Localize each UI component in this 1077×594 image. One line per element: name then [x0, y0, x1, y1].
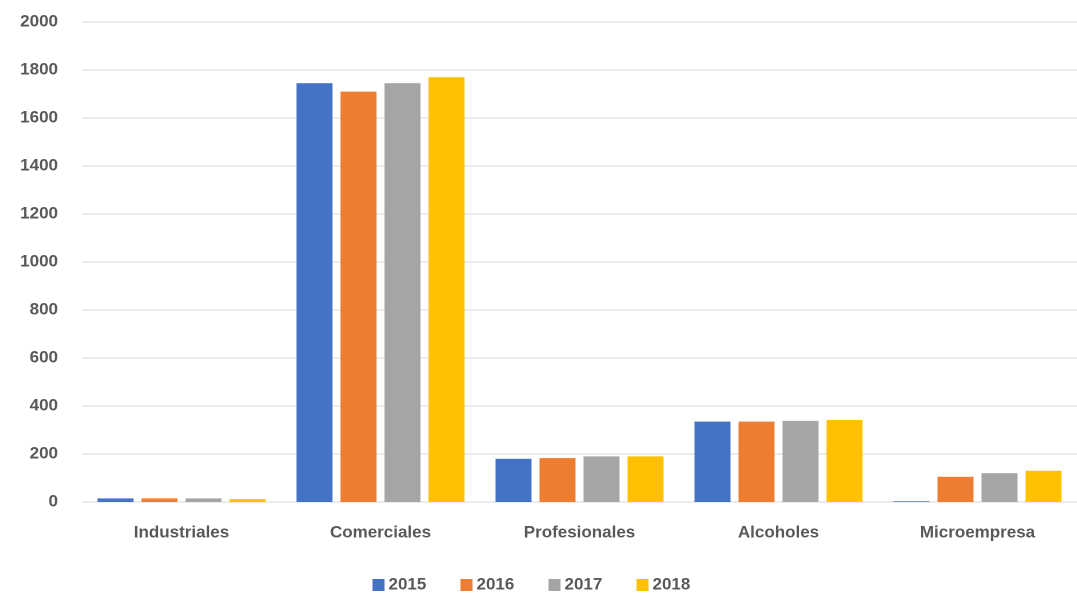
bar: [384, 83, 421, 502]
bar: [141, 498, 178, 502]
x-tick-label: Alcoholes: [738, 522, 819, 541]
bar: [893, 501, 930, 502]
y-tick-label: 1200: [20, 203, 58, 222]
x-tick-label: Microempresa: [920, 522, 1036, 541]
legend-label: 2018: [653, 574, 691, 593]
bar: [627, 456, 664, 502]
bar: [694, 421, 731, 502]
bar: [229, 499, 266, 502]
y-tick-label: 1800: [20, 59, 58, 78]
y-tick-label: 600: [30, 347, 58, 366]
bar: [782, 420, 819, 502]
bar: [296, 83, 333, 502]
bar: [583, 456, 620, 502]
bar: [539, 458, 576, 502]
legend-swatch: [372, 579, 385, 591]
legend-label: 2015: [389, 574, 427, 593]
x-tick-label: Industriales: [134, 522, 229, 541]
y-tick-label: 2000: [20, 11, 58, 30]
bar: [937, 476, 974, 502]
legend-swatch: [460, 579, 473, 591]
y-tick-label: 200: [30, 443, 58, 462]
y-tick-label: 800: [30, 299, 58, 318]
legend-swatch: [636, 579, 649, 591]
y-tick-label: 400: [30, 395, 58, 414]
bar: [738, 421, 775, 502]
bar: [1025, 470, 1062, 502]
x-tick-label: Comerciales: [330, 522, 431, 541]
bar: [428, 77, 465, 502]
y-tick-label: 1000: [20, 251, 58, 270]
y-tick-label: 1400: [20, 155, 58, 174]
bar: [97, 498, 134, 502]
legend-label: 2016: [477, 574, 515, 593]
bar: [826, 419, 863, 502]
bar: [495, 458, 532, 502]
legend-swatch: [548, 579, 561, 591]
bar: [981, 473, 1018, 502]
bar: [185, 498, 222, 502]
bar: [340, 91, 377, 502]
y-tick-label: 1600: [20, 107, 58, 126]
legend-label: 2017: [565, 574, 603, 593]
y-tick-label: 0: [49, 491, 58, 510]
x-tick-label: Profesionales: [524, 522, 636, 541]
